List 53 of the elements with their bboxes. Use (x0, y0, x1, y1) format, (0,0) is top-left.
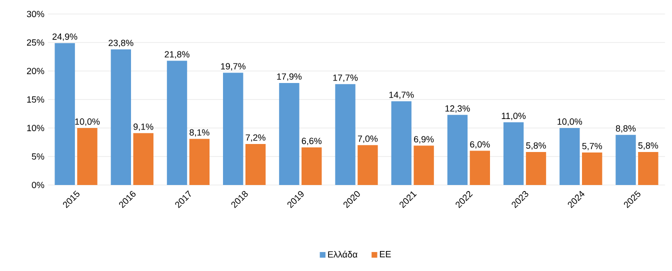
bar (335, 84, 356, 185)
data-label: 8,8% (616, 125, 636, 133)
y-tick-label: 0% (32, 182, 44, 188)
bar (616, 134, 636, 185)
bar (223, 72, 244, 185)
data-label: 10,0% (558, 118, 582, 126)
bar (470, 150, 490, 185)
bar (189, 138, 210, 185)
bar (110, 49, 132, 185)
bar (638, 152, 658, 185)
bar (358, 145, 378, 185)
data-label: 12,3% (445, 105, 470, 113)
data-label: 7,2% (246, 134, 266, 142)
bar (503, 122, 524, 185)
bar (391, 101, 412, 185)
bar (582, 152, 602, 185)
data-label: 24,9% (52, 33, 78, 41)
y-tick-label: 30% (26, 10, 44, 18)
data-label: 14,7% (389, 92, 414, 100)
bar (414, 146, 434, 185)
data-label: 11,0% (502, 112, 526, 120)
y-tick-label: 15% (27, 96, 44, 103)
bar (302, 147, 322, 185)
data-label: 8,1% (190, 129, 210, 137)
bar (77, 128, 98, 185)
data-label: 9,1% (134, 124, 154, 131)
data-label: 5,8% (638, 142, 658, 150)
bar (166, 60, 188, 185)
data-label: 19,7% (221, 63, 246, 71)
y-tick-label: 20% (26, 68, 44, 74)
data-label: 17,7% (333, 74, 358, 82)
y-tick-label: 5% (32, 153, 44, 160)
data-label: 5,8% (526, 142, 546, 150)
bar (447, 114, 468, 185)
data-label: 10,0% (75, 118, 100, 126)
bar (245, 144, 266, 185)
data-label: 6,6% (302, 138, 322, 146)
data-label: 5,7% (582, 142, 602, 150)
bar (54, 43, 75, 185)
legend-label: ΕΕ (380, 251, 391, 258)
legend-label: Ελλάδα (328, 250, 358, 258)
y-tick-label: 25% (26, 39, 44, 46)
bar (133, 133, 154, 185)
data-label: 21,8% (164, 51, 190, 59)
data-label: 6,0% (470, 141, 490, 149)
data-label: 7,0% (358, 135, 378, 143)
y-tick-label: 10% (27, 124, 44, 132)
bar (279, 82, 300, 185)
data-label: 23,8% (108, 40, 134, 48)
bar (526, 152, 546, 185)
bar (560, 128, 580, 185)
data-label: 17,9% (277, 73, 302, 81)
data-label: 6,9% (414, 136, 434, 144)
